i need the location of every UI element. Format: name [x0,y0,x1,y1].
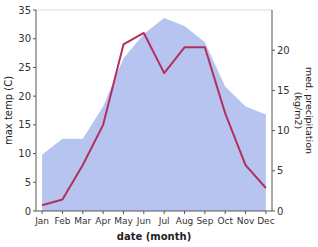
y-tick-label: 35 [18,5,31,16]
x-tick-label: Aug [176,216,194,226]
x-tick-label: Sep [196,216,213,226]
y-tick [33,38,36,39]
x-tick-label: Oct [217,216,233,226]
y-tick [33,211,36,212]
x-tick-label: Jan [34,216,49,226]
x-tick [164,211,165,214]
y2-tick [272,50,275,51]
x-tick-label: Nov [237,216,255,226]
x-tick [103,211,104,214]
y-tick [33,124,36,125]
x-tick-label: Dec [257,216,274,226]
y2-tick-label: 10 [277,125,290,136]
x-tick [143,211,144,214]
x-axis-line [36,211,272,212]
x-tick-label: Apr [95,216,111,226]
y2-tick [272,90,275,91]
y-tick-label: 5 [25,177,31,188]
x-tick [62,211,63,214]
y-tick [33,153,36,154]
y-tick [33,182,36,183]
plot-border [36,10,272,11]
x-tick-label: Mar [74,216,91,226]
x-tick [225,211,226,214]
y-tick-label: 20 [18,91,31,102]
y2-tick [272,211,275,212]
y2-tick [272,170,275,171]
y2-tick-label: 0 [277,206,283,217]
x-tick [82,211,83,214]
y2-tick-label: 20 [277,45,290,56]
y-tick [33,10,36,11]
x-tick [123,211,124,214]
x-tick [184,211,185,214]
x-tick [265,211,266,214]
y2-axis-label: med. precipitation(kg/m2) [293,67,315,154]
y-tick-label: 15 [18,119,31,130]
x-tick-label: Feb [54,216,70,226]
y2-tick-label: 15 [277,85,290,96]
y-tick-label: 10 [18,148,31,159]
y2-axis-line [272,10,273,211]
y-tick-label: 25 [18,62,31,73]
x-tick [42,211,43,214]
y-tick [33,96,36,97]
y-tick-label: 30 [18,33,31,44]
x-axis-label: date (month) [117,231,191,242]
plot-area [42,18,266,211]
y2-tick [272,130,275,131]
x-tick-label: Jul [158,216,170,226]
precipitation-area [42,18,266,211]
y2-tick-label: 5 [277,165,283,176]
x-tick-label: May [114,216,133,226]
y-axis-line [36,10,37,211]
y-axis-label: max temp (C) [3,76,14,145]
x-tick [245,211,246,214]
y-tick-label: 0 [25,206,31,217]
x-tick [204,211,205,214]
y-tick [33,67,36,68]
chart: 0 5 10 15 20 25 30 35 0 5 10 15 20 Jan Feb Mar AprMayJun… [0,0,318,247]
x-tick-label: Jun [136,216,151,226]
temperature-line [42,33,266,205]
